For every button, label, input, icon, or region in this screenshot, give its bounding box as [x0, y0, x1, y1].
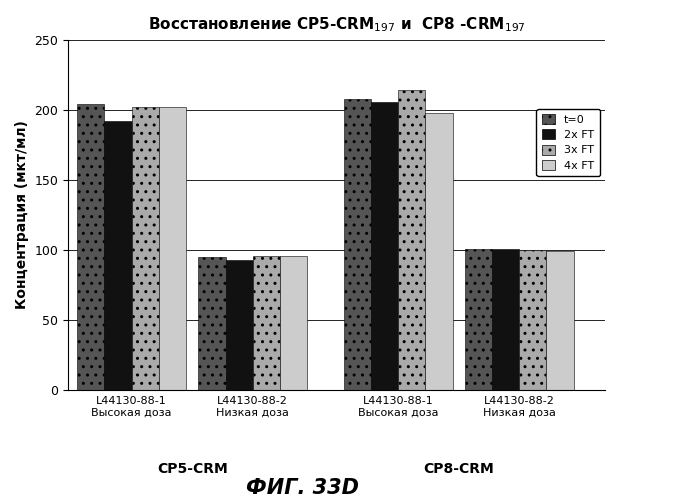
Bar [492, 248, 519, 390]
Bar [371, 102, 398, 390]
Bar [464, 248, 492, 390]
Text: ФИГ. 33D: ФИГ. 33D [246, 478, 359, 498]
Bar [280, 256, 308, 390]
Bar [252, 256, 280, 390]
Bar [398, 90, 425, 390]
Bar [425, 113, 453, 390]
Y-axis label: Концентрация (мкт/мл): Концентрация (мкт/мл) [15, 120, 29, 310]
Bar [131, 108, 159, 390]
Bar [198, 257, 226, 390]
Bar [77, 104, 105, 390]
Bar [519, 250, 546, 390]
Legend: t=0, 2x FT, 3x FT, 4x FT: t=0, 2x FT, 3x FT, 4x FT [537, 108, 600, 176]
Text: CP8-CRM: CP8-CRM [423, 462, 494, 476]
Bar [159, 108, 186, 390]
Title: Восстановление CP5-CRM$_{197}$ и  CP8 -CRM$_{197}$: Восстановление CP5-CRM$_{197}$ и CP8 -CR… [148, 15, 526, 34]
Text: CP5-CRM: CP5-CRM [157, 462, 228, 476]
Bar [226, 260, 252, 390]
Bar [546, 252, 574, 390]
Bar [105, 122, 131, 390]
Bar [343, 99, 371, 390]
